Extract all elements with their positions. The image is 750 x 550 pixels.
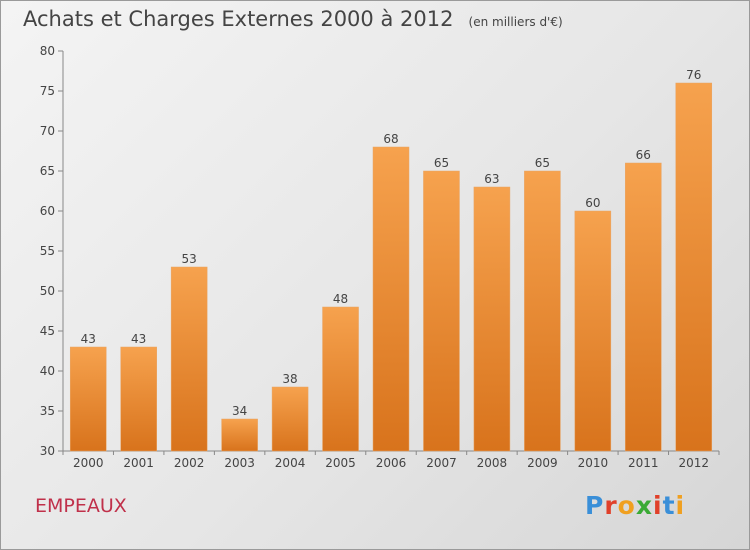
bar — [120, 346, 157, 452]
brand-logo: Proxiti — [585, 491, 685, 520]
y-tick-label: 65 — [40, 164, 55, 178]
bar — [170, 266, 208, 452]
x-tick-label: 2012 — [678, 456, 709, 470]
y-tick-label: 60 — [40, 204, 55, 218]
x-tick-label: 2009 — [527, 456, 558, 470]
bar — [625, 162, 662, 452]
bar — [271, 386, 309, 452]
y-tick-label: 45 — [40, 324, 55, 338]
x-tick-label: 2000 — [73, 456, 104, 470]
bar — [675, 82, 713, 452]
y-tick-label: 50 — [40, 284, 55, 298]
bar — [69, 346, 107, 452]
y-tick-label: 40 — [40, 364, 55, 378]
data-label: 60 — [585, 196, 600, 210]
bar — [574, 210, 612, 452]
y-tick-label: 35 — [40, 404, 55, 418]
title-row: Achats et Charges Externes 2000 à 2012 (… — [23, 7, 563, 31]
data-label: 66 — [636, 148, 651, 162]
commune-name: EMPEAUX — [35, 495, 127, 517]
x-tick-label: 2007 — [426, 456, 457, 470]
brand-letter: i — [675, 491, 686, 520]
brand-letter: t — [662, 491, 676, 520]
bar — [524, 170, 561, 452]
data-label: 43 — [81, 332, 96, 346]
data-label: 68 — [383, 132, 398, 146]
x-tick-label: 2010 — [578, 456, 609, 470]
bar — [473, 186, 511, 452]
x-tick-label: 2003 — [224, 456, 255, 470]
brand-letter: x — [635, 491, 653, 520]
bar — [221, 418, 258, 452]
data-label: 34 — [232, 404, 247, 418]
bar — [423, 170, 460, 452]
x-tick-label: 2011 — [628, 456, 659, 470]
x-tick-label: 2006 — [376, 456, 407, 470]
bar — [372, 146, 410, 452]
y-tick-label: 70 — [40, 124, 55, 138]
chart-title: Achats et Charges Externes 2000 à 2012 — [23, 7, 454, 31]
data-label: 53 — [182, 252, 197, 266]
y-tick-label: 80 — [40, 44, 55, 58]
brand-letter: r — [604, 491, 618, 520]
x-tick-label: 2008 — [477, 456, 508, 470]
y-tick-label: 30 — [40, 444, 55, 458]
data-label: 48 — [333, 292, 348, 306]
x-tick-label: 2001 — [123, 456, 154, 470]
data-label: 38 — [282, 372, 297, 386]
brand-letter: i — [653, 491, 663, 520]
brand-letter: P — [585, 491, 605, 520]
chart-unit: (en milliers d'€) — [468, 15, 563, 29]
data-label: 63 — [484, 172, 499, 186]
data-label: 76 — [686, 68, 701, 82]
data-label: 65 — [535, 156, 550, 170]
bar — [322, 306, 359, 452]
y-tick-label: 75 — [40, 84, 55, 98]
x-tick-label: 2004 — [275, 456, 306, 470]
data-label: 43 — [131, 332, 146, 346]
brand-letter: o — [617, 491, 636, 520]
x-tick-label: 2002 — [174, 456, 205, 470]
data-label: 65 — [434, 156, 449, 170]
y-tick-label: 55 — [40, 244, 55, 258]
x-tick-label: 2005 — [325, 456, 356, 470]
